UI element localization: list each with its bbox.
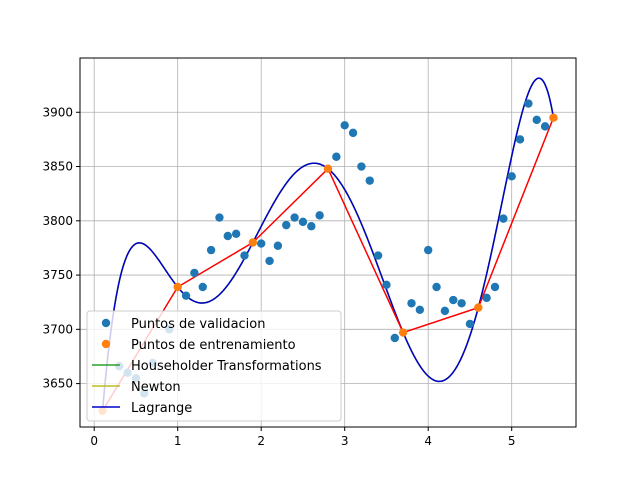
validation-point [206, 245, 216, 255]
validation-point [357, 162, 366, 171]
validation-point [532, 115, 541, 125]
validation-point [231, 229, 241, 239]
legend: Puntos de validacion Puntos de entrenamie… [86, 310, 342, 422]
validation-point [449, 295, 458, 305]
validation-point [181, 291, 191, 300]
y-tick-label: 3650 [42, 377, 73, 391]
y-tick-label: 3750 [42, 268, 73, 282]
validation-point [457, 299, 466, 308]
validation-point [390, 333, 400, 343]
x-tick-label: 2 [257, 434, 265, 448]
validation-point [465, 319, 475, 329]
y-tick-label: 3800 [42, 214, 73, 228]
training-point [173, 282, 182, 292]
training-point [398, 328, 408, 337]
y-tick-label: 3700 [42, 322, 73, 336]
validation-point [524, 99, 533, 108]
legend-label-validation: Puntos de validacion [131, 317, 265, 332]
validation-point [332, 152, 341, 161]
legend-marker-validation [101, 318, 111, 328]
validation-point [240, 251, 249, 260]
training-point [474, 303, 483, 312]
validation-point [365, 176, 374, 185]
validation-point [340, 121, 349, 130]
validation-point [307, 222, 316, 231]
training-point [323, 164, 333, 173]
legend-box [86, 310, 342, 422]
x-tick-label: 1 [174, 434, 182, 448]
validation-point [382, 280, 391, 290]
validation-point [223, 231, 232, 241]
legend-marker-training [101, 339, 111, 349]
legend-label-householder: Householder Transformations [131, 359, 322, 374]
validation-point [407, 299, 416, 308]
y-tick-label: 3900 [42, 105, 73, 119]
x-tick-label: 3 [341, 434, 349, 448]
validation-point [282, 220, 291, 230]
validation-point [190, 268, 199, 278]
validation-point [499, 214, 508, 223]
training-point [248, 238, 258, 247]
validation-point [273, 241, 283, 250]
legend-label-newton: Newton [131, 380, 181, 395]
validation-point [507, 172, 516, 181]
validation-point [415, 305, 425, 314]
axis-ticks: 0 1 2 3 4 5 3650 3700 3750 3800 3850 3900 [42, 105, 515, 448]
validation-point [198, 282, 207, 292]
validation-point [482, 293, 491, 303]
training-point [549, 113, 558, 122]
axes-frame [79, 57, 577, 428]
validation-point [424, 245, 433, 255]
validation-point [440, 306, 450, 316]
x-tick-label: 4 [424, 434, 432, 448]
validation-point [373, 251, 383, 260]
validation-point [215, 213, 224, 222]
validation-point [265, 256, 274, 266]
validation-point [256, 239, 266, 248]
legend-label-lagrange: Lagrange [131, 401, 192, 416]
validation-point [298, 217, 308, 227]
x-tick-label: 0 [90, 434, 98, 448]
validation-point [348, 128, 358, 138]
validation-point [515, 135, 525, 144]
x-tick-label: 5 [508, 434, 516, 448]
validation-point [290, 213, 299, 222]
legend-label-training: Puntos de entrenamiento [131, 338, 296, 353]
validation-point [540, 122, 550, 131]
validation-point [315, 211, 324, 220]
validation-point [432, 282, 441, 292]
validation-point [490, 282, 500, 292]
y-tick-label: 3850 [42, 160, 73, 174]
